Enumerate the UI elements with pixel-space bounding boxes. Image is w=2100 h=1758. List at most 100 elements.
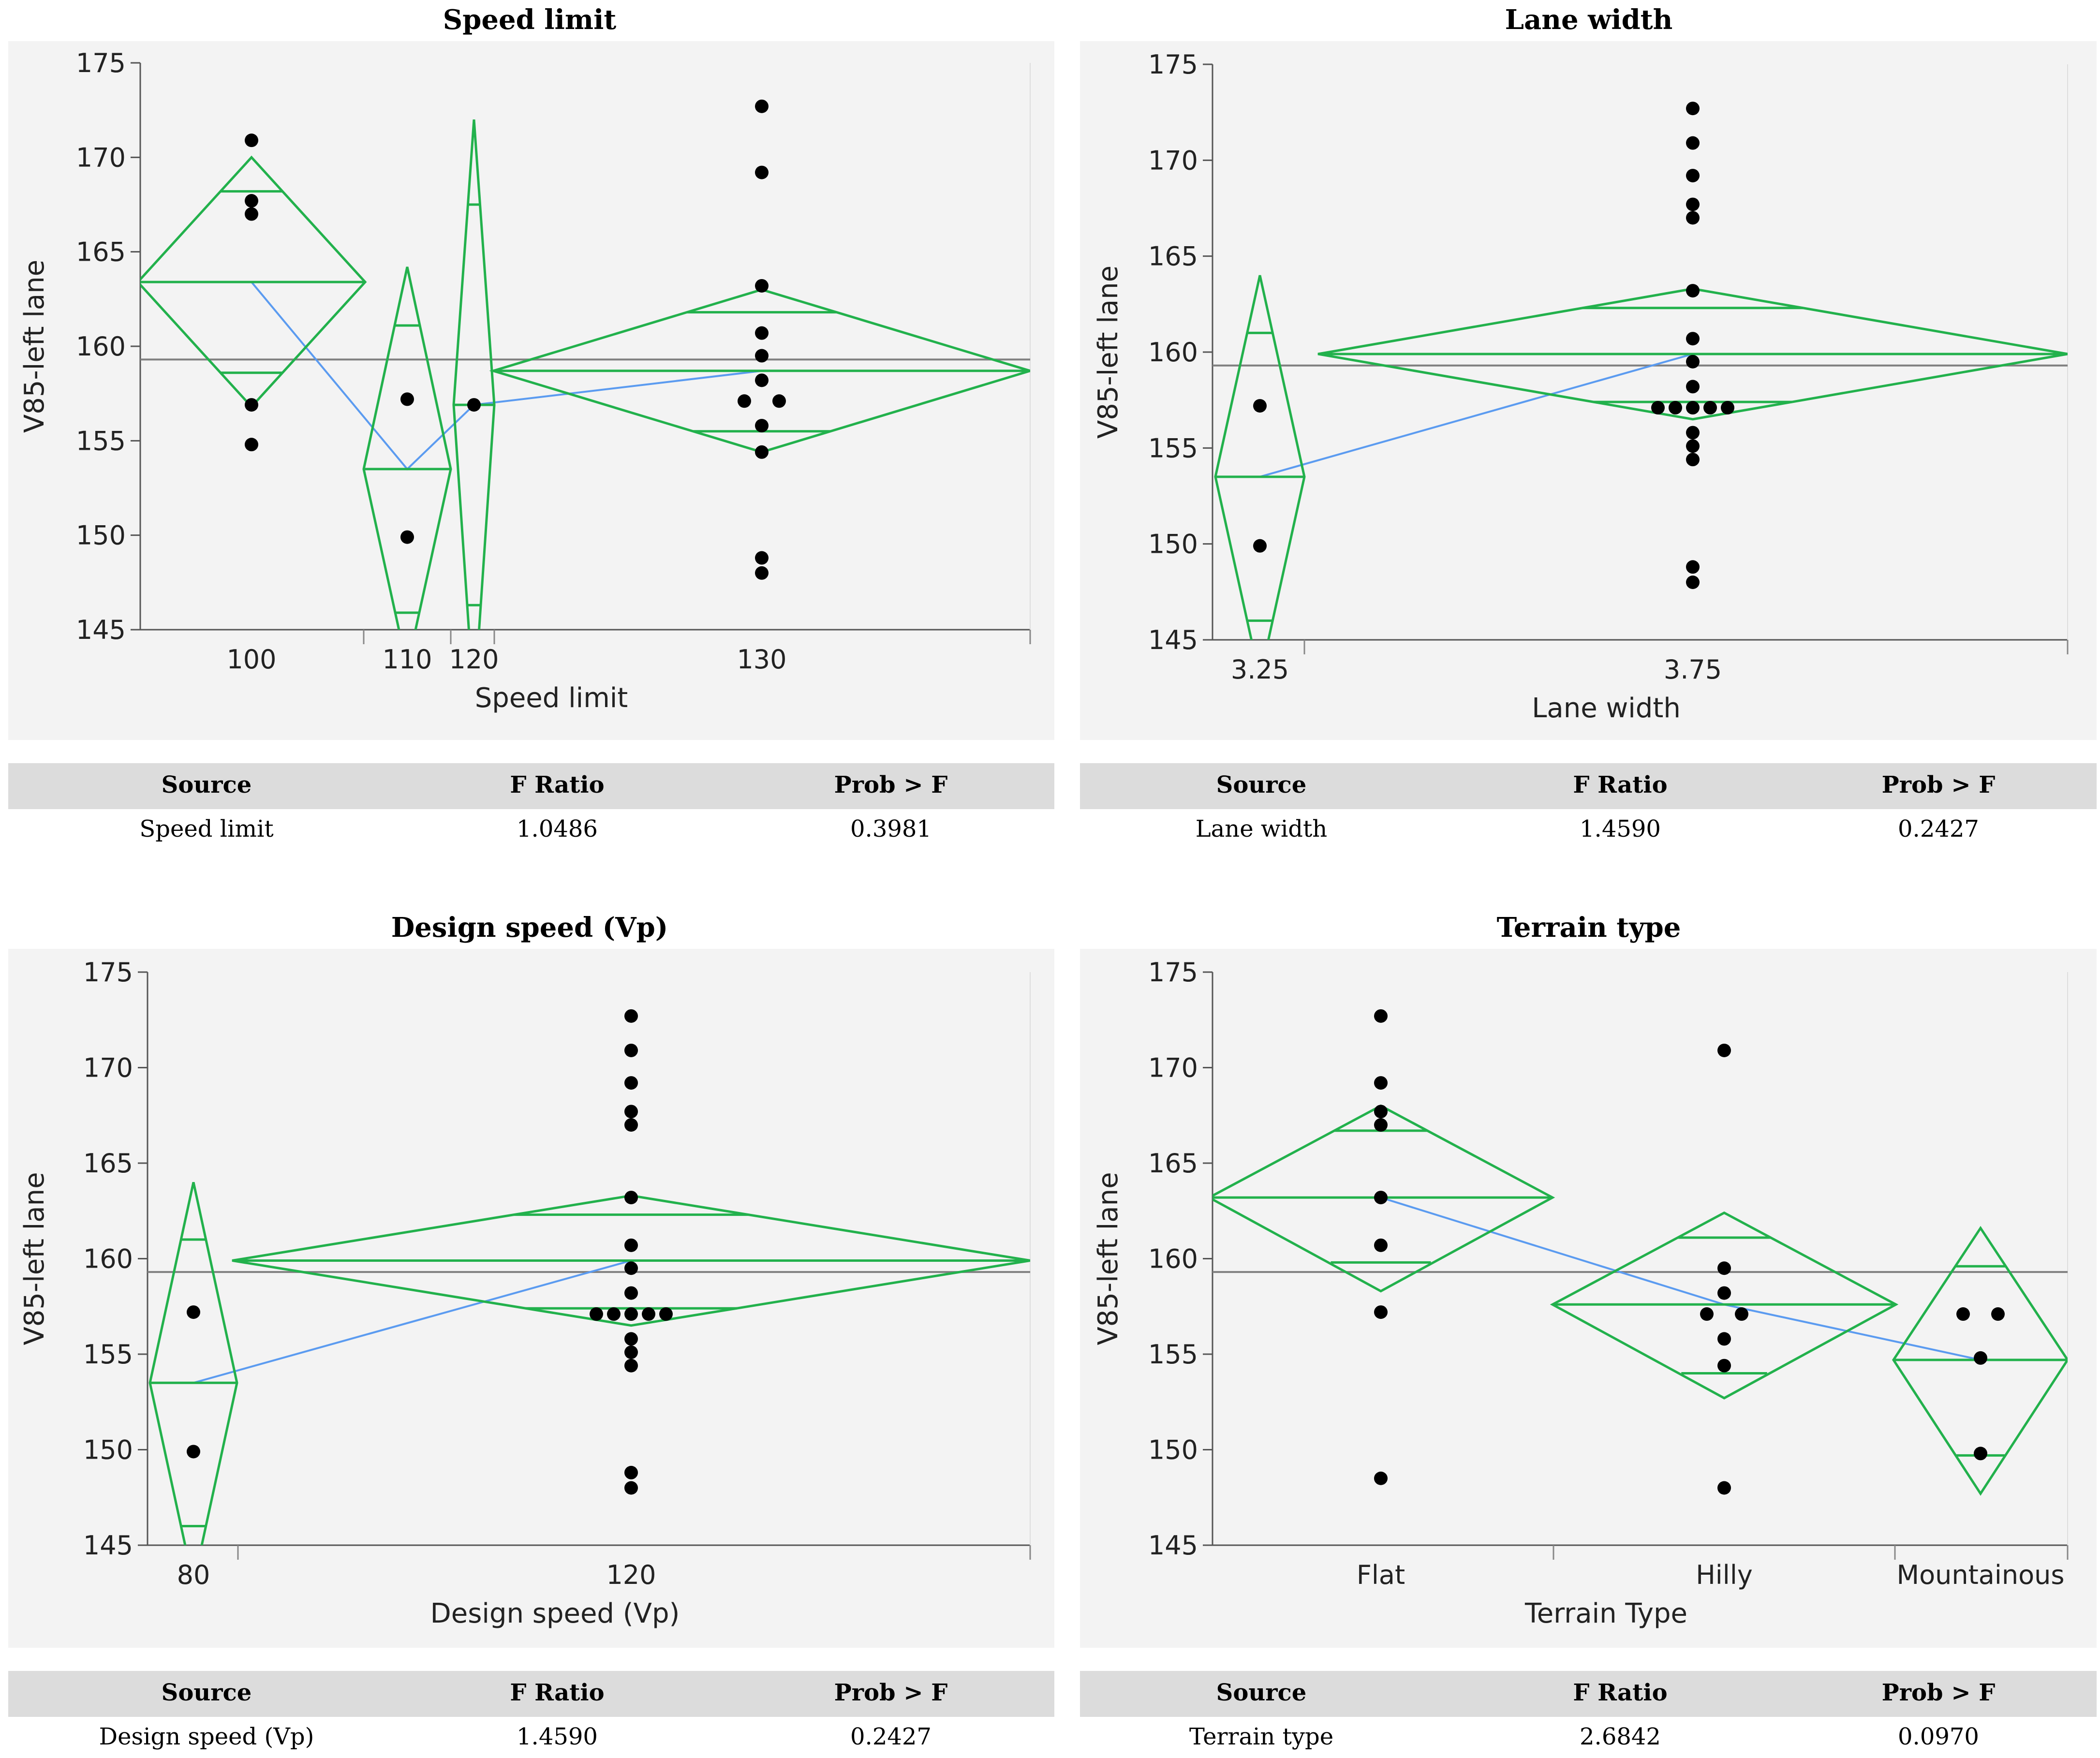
chart-title: Speed limit: [443, 4, 617, 36]
data-point: [738, 394, 751, 408]
means-connect-line: [1259, 353, 1693, 478]
y-tick-label: 160: [83, 1244, 133, 1274]
data-point: [624, 1118, 638, 1132]
data-point: [590, 1307, 603, 1321]
y-axis-label: V85-left lane: [1093, 1172, 1124, 1345]
data-point: [1686, 136, 1700, 150]
data-point: [755, 326, 769, 340]
data-point: [1374, 1305, 1388, 1319]
header-f-ratio: F Ratio: [510, 1679, 605, 1706]
data-point: [1686, 211, 1700, 225]
data-point: [624, 1359, 638, 1373]
header-prob-f: Prob > F: [834, 1679, 948, 1706]
anova-table-header: [1080, 1671, 2097, 1717]
data-point: [1721, 401, 1734, 415]
means-diamond: [232, 1194, 1030, 1327]
data-point: [1700, 1307, 1714, 1321]
plot-marks: [148, 1009, 1030, 1545]
anova-table-header: [1080, 763, 2097, 809]
data-point: [1686, 560, 1700, 574]
data-point: [755, 165, 769, 179]
y-tick-label: 160: [1148, 1244, 1198, 1274]
value-prob-f: 0.2427: [850, 1723, 932, 1750]
data-point: [245, 194, 258, 208]
plot-marks: [1214, 102, 2068, 640]
y-tick-label: 155: [1148, 1339, 1198, 1370]
header-prob-f: Prob > F: [834, 771, 948, 798]
y-tick-label: 170: [1148, 145, 1198, 176]
data-point: [245, 133, 258, 148]
data-point: [1686, 102, 1700, 116]
data-point: [624, 1286, 638, 1300]
data-point: [1735, 1307, 1748, 1321]
data-point: [624, 1307, 638, 1321]
means-connect-line: [1380, 1197, 1981, 1361]
x-tick-label: Mountainous: [1897, 1560, 2065, 1590]
data-point: [1991, 1307, 2005, 1321]
y-tick-label: 150: [1148, 529, 1198, 560]
anova-table-header: [8, 763, 1054, 809]
oneway-plot-terrain-type: 145 150 155 160 165 170 175 V85-left lane Flat Hi…: [1093, 957, 2069, 1629]
x-tick-label: 100: [226, 644, 276, 675]
x-axis-label: Design speed (Vp): [430, 1598, 680, 1629]
x-tick-label: 110: [382, 644, 432, 675]
data-point: [1956, 1307, 1970, 1321]
value-f-ratio: 2.6842: [1580, 1723, 1661, 1750]
plot-marks: [1213, 1009, 2068, 1496]
y-tick-label: 165: [76, 237, 126, 267]
data-point: [1717, 1332, 1731, 1346]
data-point: [755, 279, 769, 293]
data-point: [1374, 1118, 1388, 1132]
oneway-plot-speed-limit: 145 150 155 160 165 170 175 V85-left lane 100 110…: [19, 48, 1031, 714]
x-tick-label: 120: [606, 1560, 656, 1590]
data-point: [642, 1307, 655, 1321]
data-point: [1974, 1351, 1987, 1365]
data-point: [624, 1465, 638, 1479]
data-point: [1374, 1191, 1388, 1205]
data-point: [1686, 401, 1700, 415]
y-tick-label: 175: [76, 48, 126, 78]
y-tick-label: 165: [1148, 241, 1198, 272]
data-point: [1717, 1043, 1731, 1057]
oneway-plot-design-speed: 145 150 155 160 165 170 175 V85-left lane 80 120 D…: [19, 957, 1031, 1629]
x-tick-label: Hilly: [1696, 1560, 1753, 1590]
data-point: [400, 530, 414, 544]
y-tick-label: 150: [83, 1435, 133, 1465]
chart-title: Design speed (Vp): [391, 912, 668, 944]
y-tick-label: 170: [83, 1053, 133, 1083]
y-tick-label: 170: [1148, 1053, 1198, 1083]
header-source: Source: [161, 1679, 252, 1706]
value-prob-f: 0.0970: [1898, 1723, 1979, 1750]
data-point: [1717, 1261, 1731, 1275]
oneway-plot-lane-width: 145 150 155 160 165 170 175 V85-left lane 3.25 3.…: [1093, 49, 2069, 724]
header-source: Source: [1216, 1679, 1307, 1706]
data-point: [624, 1105, 638, 1119]
plot-marks: [140, 99, 1030, 630]
y-tick-label: 160: [76, 331, 126, 362]
header-source: Source: [1216, 771, 1307, 798]
header-prob-f: Prob > F: [1881, 1679, 1996, 1706]
means-diamond: [489, 288, 1030, 454]
anova-table-terrain-type: Source F Ratio Prob > F Terrain type 2.6…: [1080, 1671, 2097, 1758]
y-tick-label: 145: [76, 615, 126, 645]
data-point: [624, 1238, 638, 1252]
data-point: [467, 398, 481, 412]
means-connect-line: [251, 281, 762, 471]
header-f-ratio: F Ratio: [510, 771, 605, 798]
data-point: [624, 1043, 638, 1057]
data-point: [1686, 576, 1700, 589]
data-point: [1253, 539, 1267, 553]
y-axis-label: V85-left lane: [19, 260, 50, 433]
x-tick-label: 3.75: [1664, 654, 1722, 685]
data-point: [187, 1445, 200, 1459]
data-point: [1374, 1238, 1388, 1252]
data-point: [1374, 1471, 1388, 1485]
data-point: [755, 349, 769, 363]
y-axis-label: V85-left lane: [19, 1172, 50, 1345]
chart-background: [1080, 949, 2097, 1648]
data-point: [624, 1332, 638, 1346]
data-point: [1717, 1481, 1731, 1495]
chart-background: [1080, 41, 2097, 740]
value-f-ratio: 1.4590: [517, 1723, 598, 1750]
means-diamond: [1892, 1226, 2068, 1496]
